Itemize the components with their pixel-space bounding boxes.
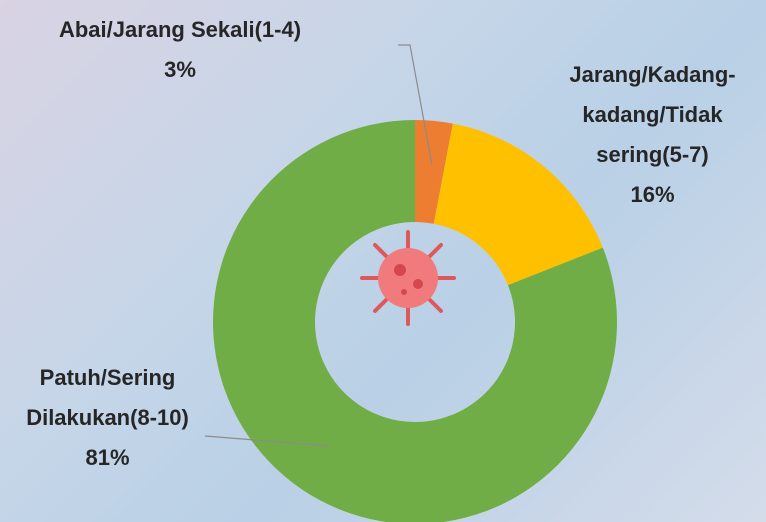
category-label: Jarang/Kadang-kadang/Tidak sering(5-7) xyxy=(545,55,760,175)
value-label: 16% xyxy=(545,175,760,215)
data-label: Jarang/Kadang-kadang/Tidak sering(5-7) 1… xyxy=(545,55,760,215)
category-label: Abai/Jarang Sekali(1-4) xyxy=(30,10,330,50)
data-label: Patuh/Sering Dilakukan(8-10) 81% xyxy=(0,358,215,478)
value-label: 3% xyxy=(30,50,330,90)
data-label: Abai/Jarang Sekali(1-4) 3% xyxy=(30,10,330,90)
value-label: 81% xyxy=(0,438,215,478)
category-label: Patuh/Sering Dilakukan(8-10) xyxy=(0,358,215,438)
chart: Abai/Jarang Sekali(1-4) 3% Jarang/Kadang… xyxy=(0,0,766,522)
virus-icon xyxy=(362,232,454,324)
